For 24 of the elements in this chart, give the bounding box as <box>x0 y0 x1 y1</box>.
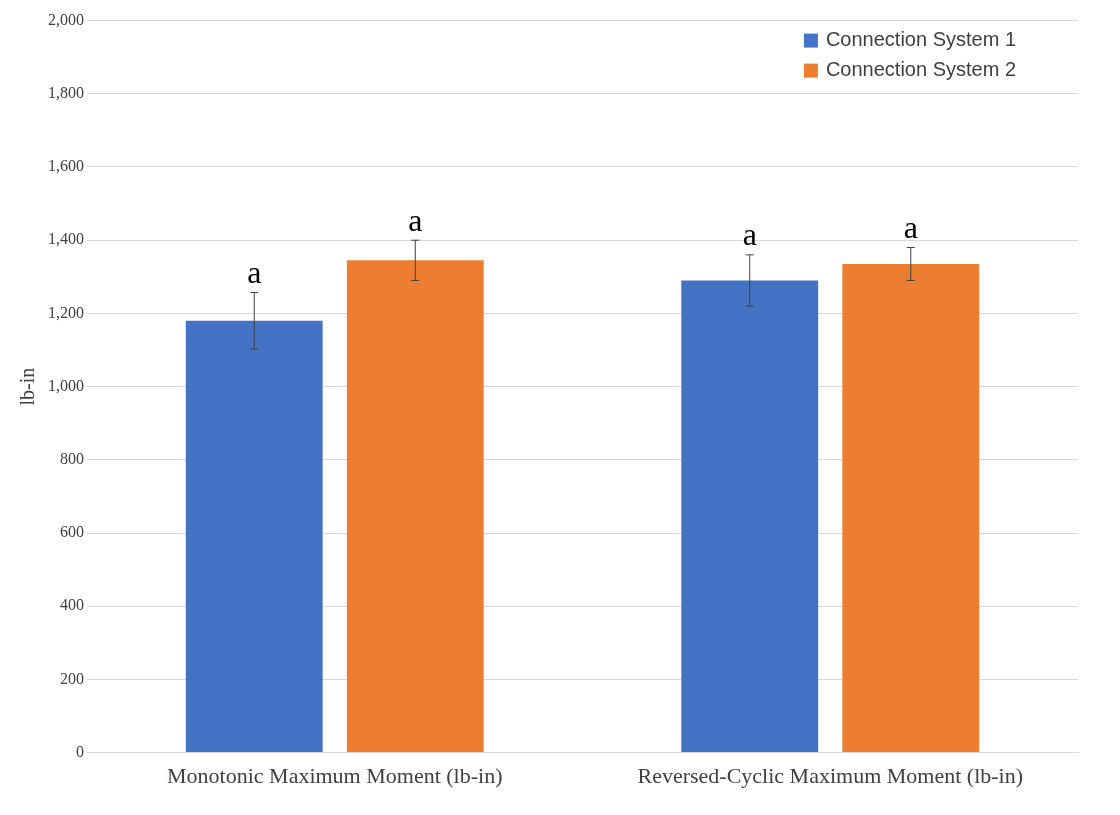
y-tick-label: 1,600 <box>48 157 84 175</box>
annotation: a <box>247 253 262 290</box>
annotation: a <box>742 216 757 253</box>
bar <box>346 260 484 753</box>
x-tick-label: Reversed-Cyclic Maximum Moment (lb-in) <box>637 762 1024 788</box>
bar <box>185 320 323 753</box>
annotation: a <box>408 201 423 238</box>
y-tick-label: 2,000 <box>48 10 84 28</box>
y-tick-label: 600 <box>60 523 84 541</box>
y-tick-label: 1,200 <box>48 303 84 321</box>
legend-label: Connection System 2 <box>825 58 1017 81</box>
bar <box>681 280 819 753</box>
y-tick-label: 1,000 <box>48 376 84 394</box>
y-tick-label: 800 <box>60 450 84 467</box>
y-tick-label: 400 <box>60 596 84 614</box>
y-tick-label: 1,800 <box>48 84 84 101</box>
y-axis-title: lb-in <box>16 367 39 406</box>
x-tick-label: Monotonic Maximum Moment (lb-in) <box>167 762 503 788</box>
y-tick-label: 200 <box>60 669 84 687</box>
legend-label: Connection System 1 <box>825 28 1017 51</box>
annotation: a <box>903 208 918 245</box>
bar <box>842 263 980 753</box>
y-tick-label: 0 <box>76 742 84 760</box>
y-tick-label: 1,400 <box>48 230 84 248</box>
